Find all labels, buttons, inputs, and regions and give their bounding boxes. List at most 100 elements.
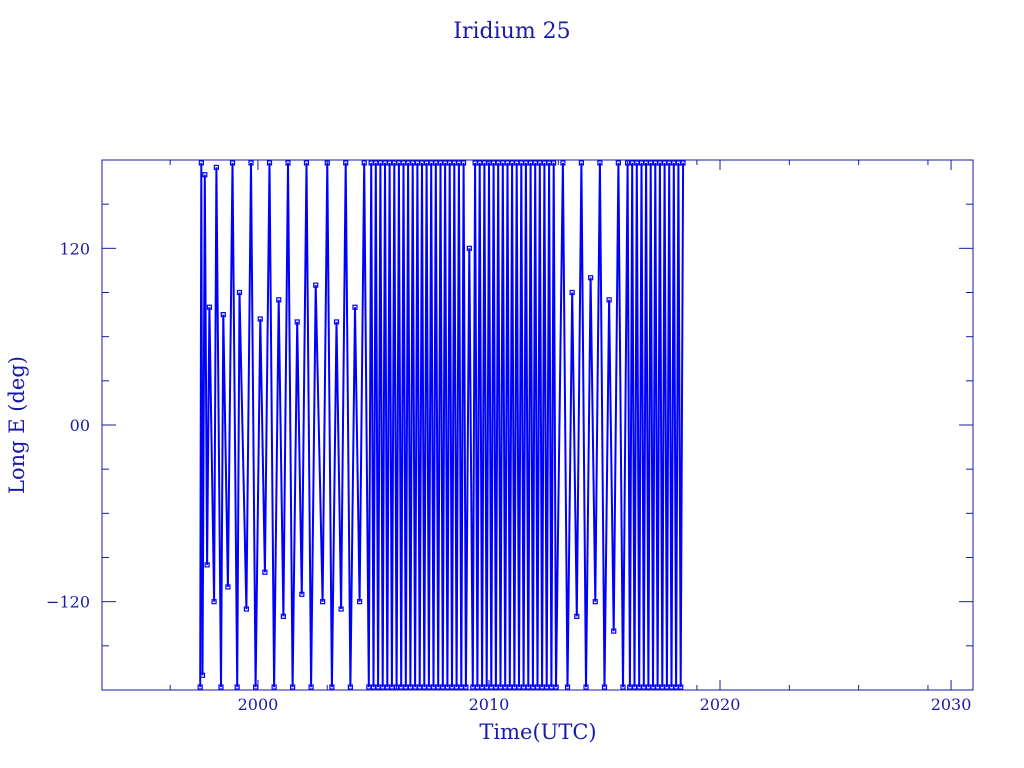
data-point [470,684,476,690]
data-point [502,684,508,690]
data-point [516,684,522,690]
data-point [578,160,584,166]
x-tick-label: 2030 [931,695,972,714]
data-point [454,684,460,690]
series-line [199,162,685,688]
data-point [373,160,379,166]
data-point [458,684,464,690]
data-point [629,160,635,166]
data-point [636,684,642,690]
data-point [204,562,210,568]
data-point [248,160,254,166]
data-point [631,684,638,690]
data-point [521,684,527,690]
data-point [389,684,395,690]
data-point [294,319,300,325]
data-point [421,684,427,690]
data-point [290,684,296,690]
data-point [601,684,608,690]
data-point [509,160,515,166]
data-point [202,172,208,178]
data-point [398,684,404,690]
data-point [433,160,439,166]
data-point [514,160,520,166]
data-point [447,160,453,166]
data-point [347,684,353,690]
data-point [213,164,219,170]
data-point [474,684,481,690]
chart-title: Iridium 25 [453,19,570,44]
data-point [645,684,651,690]
data-point [527,160,534,166]
data-point [652,160,658,166]
data-point [655,684,661,690]
data-point [380,684,386,690]
data-point [659,684,665,690]
data-point [417,684,423,690]
data-point [650,684,656,690]
data-point [308,684,314,690]
data-point [466,245,472,251]
data-point [597,160,603,166]
data-point [366,684,372,690]
data-point [271,684,277,690]
data-point [276,297,282,303]
data-point [266,160,273,166]
plot-data [197,160,686,690]
data-point [530,684,536,690]
data-point [428,160,434,166]
data-point [460,160,467,166]
data-point [352,304,358,310]
data-point [491,160,497,166]
data-point [257,316,263,322]
data-point [403,684,409,690]
data-point [384,684,390,690]
data-point [414,160,420,166]
data-point [197,684,203,690]
data-point [511,684,517,690]
data-point [440,684,446,690]
data-point [678,684,684,690]
data-point [643,160,649,166]
data-point [424,160,430,166]
x-tick-label: 2020 [700,695,741,714]
data-point [534,684,541,690]
data-point [299,591,305,597]
x-tick-label: 2000 [238,695,279,714]
y-tick-label: −120 [46,593,90,612]
data-point [225,584,231,590]
data-point [338,606,344,612]
data-point [343,160,349,166]
data-point [548,684,554,690]
data-point [382,160,388,166]
y-tick-label: 120 [59,239,90,258]
data-point [313,282,319,288]
data-point [532,160,538,166]
data-point [479,684,485,690]
data-point [199,672,206,678]
data-point [641,684,647,690]
data-point [198,160,204,166]
data-point [666,160,672,166]
data-point [661,160,668,166]
data-point [218,684,224,690]
data-point [551,160,557,166]
data-point [504,160,511,166]
data-point [426,684,432,690]
data-point [320,599,326,605]
data-point [211,599,217,605]
data-point [285,160,291,166]
data-point [236,289,243,296]
data-point [407,684,414,690]
data-point [664,684,670,690]
data-point [449,684,455,690]
data-point [220,311,226,318]
data-point [280,613,286,619]
data-point [303,160,310,166]
data-point [560,160,566,166]
data-point [680,160,686,166]
data-point [525,684,531,690]
data-point [523,160,529,166]
data-point [410,160,416,166]
